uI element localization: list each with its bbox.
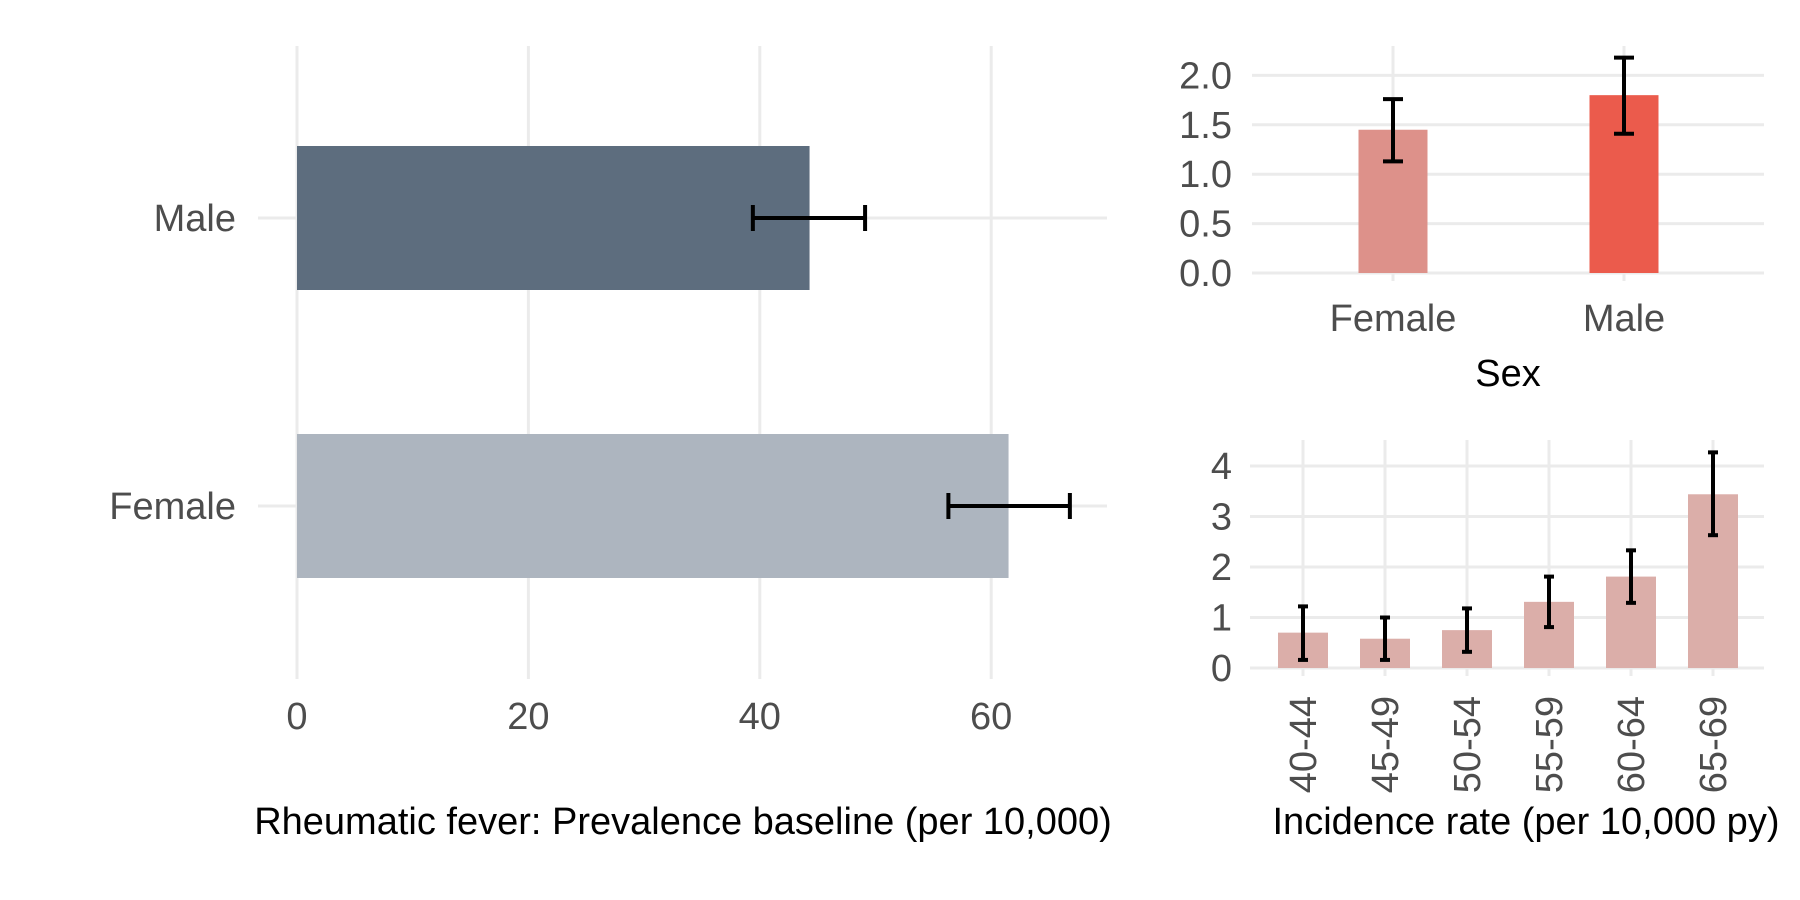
age-x-tick-label: 65-69 bbox=[1693, 696, 1735, 793]
prevalence-y-tick-label: Male bbox=[154, 198, 236, 240]
age-y-tick-label: 1 bbox=[1211, 598, 1232, 640]
prevalence-x-tick-label: 0 bbox=[286, 696, 307, 738]
age-y-tick-label: 0 bbox=[1211, 648, 1232, 690]
age-x-tick-label: 45-49 bbox=[1365, 696, 1407, 793]
age-y-tick-label: 2 bbox=[1211, 547, 1232, 589]
sex-x-tick-label: Male bbox=[1583, 298, 1665, 340]
age-y-tick-label: 3 bbox=[1211, 497, 1232, 539]
prevalence-x-tick-label: 60 bbox=[970, 696, 1012, 738]
sex-x-axis-title: Sex bbox=[1475, 353, 1540, 395]
prevalence-y-tick-label: Female bbox=[109, 486, 236, 528]
age-x-tick-label: 55-59 bbox=[1529, 696, 1571, 793]
age-x-tick-label: 50-54 bbox=[1447, 696, 1489, 793]
prevalence-x-tick-label: 20 bbox=[507, 696, 549, 738]
age-panel: 0 1 2 3 4 40-44 45-49 50-54 55-59 60-64 65-69 bbox=[1211, 440, 1764, 793]
sex-y-tick-label: 1.5 bbox=[1179, 105, 1232, 147]
sex-x-tick-label: Female bbox=[1330, 298, 1457, 340]
sex-y-tick-label: 0.0 bbox=[1179, 253, 1232, 295]
age-x-axis-title: Incidence rate (per 10,000 py) bbox=[1273, 801, 1780, 843]
prevalence-bar bbox=[297, 146, 810, 290]
sex-y-tick-label: 2.0 bbox=[1179, 55, 1232, 97]
sex-panel: 0.0 0.5 1.0 1.5 2.0 Female Male bbox=[1179, 46, 1764, 340]
prevalence-bar bbox=[297, 434, 1009, 578]
age-x-tick-label: 40-44 bbox=[1283, 696, 1325, 793]
prevalence-panel: 0 20 40 60 Male Female bbox=[109, 46, 1107, 738]
age-y-tick-label: 4 bbox=[1211, 446, 1232, 488]
sex-y-tick-label: 1.0 bbox=[1179, 154, 1232, 196]
prevalence-x-axis-title: Rheumatic fever: Prevalence baseline (pe… bbox=[254, 801, 1112, 843]
age-x-tick-label: 60-64 bbox=[1611, 696, 1653, 793]
sex-y-tick-label: 0.5 bbox=[1179, 204, 1232, 246]
prevalence-x-tick-label: 40 bbox=[739, 696, 781, 738]
